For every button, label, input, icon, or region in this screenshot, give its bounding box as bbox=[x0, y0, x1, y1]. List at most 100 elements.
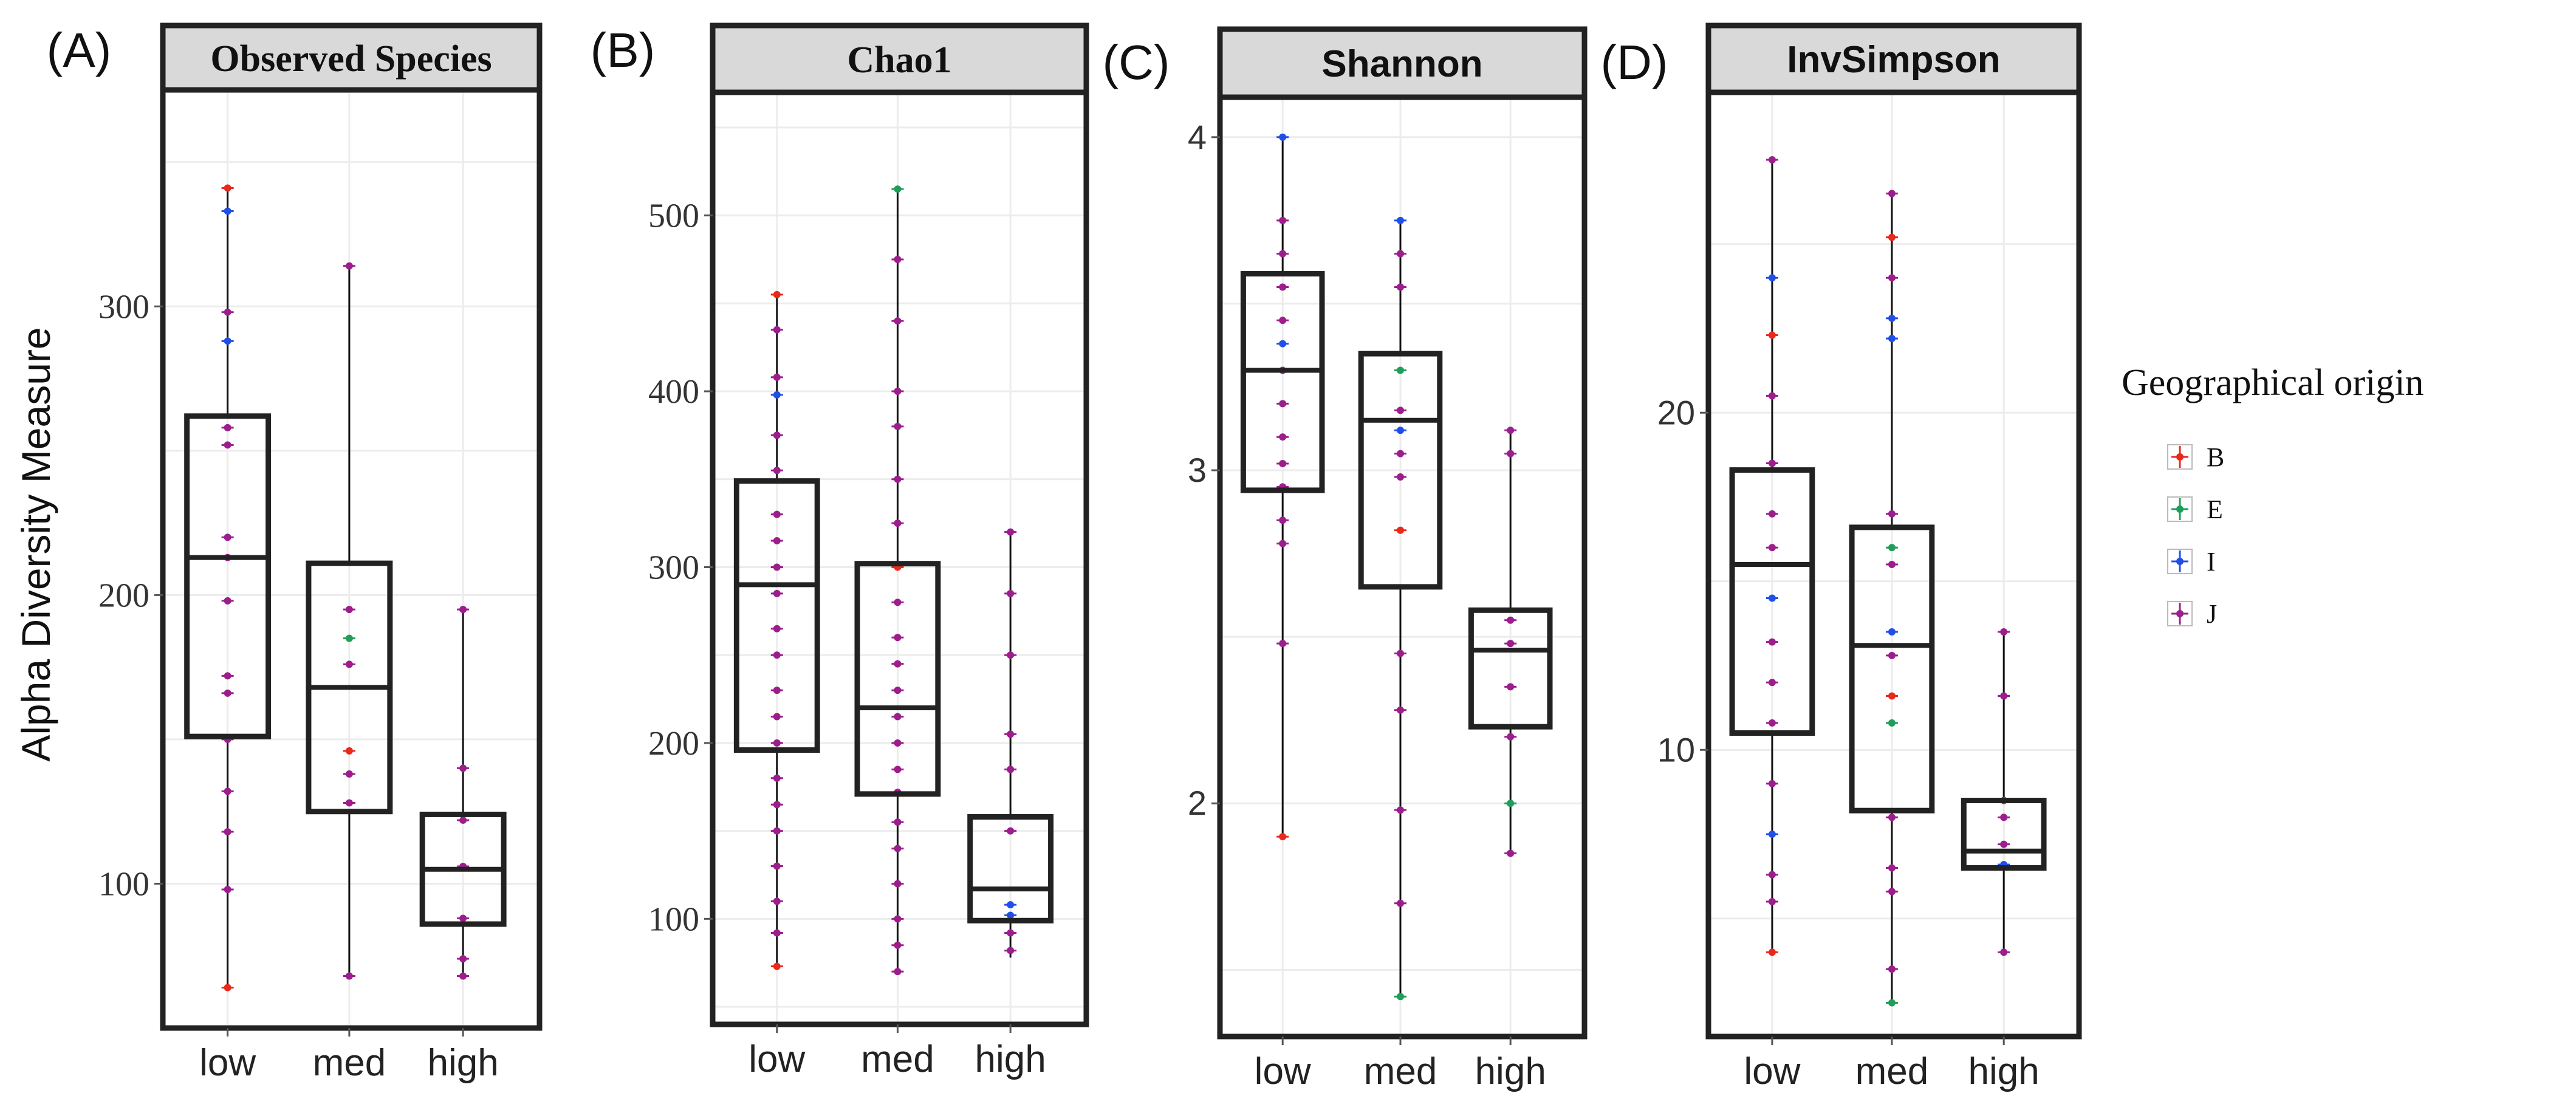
data-point-J bbox=[1279, 283, 1287, 291]
x-tick-label: low bbox=[748, 1038, 805, 1080]
data-point-J bbox=[1397, 406, 1404, 414]
data-point-J bbox=[773, 713, 781, 721]
data-point-J bbox=[1279, 250, 1287, 258]
data-point-J bbox=[2000, 814, 2008, 821]
data-point-J bbox=[1397, 250, 1404, 258]
data-point-J bbox=[345, 262, 353, 270]
x-tick-label: high bbox=[975, 1038, 1046, 1080]
data-point-J bbox=[224, 308, 231, 316]
data-point-J bbox=[459, 816, 467, 824]
data-point-J bbox=[1279, 317, 1287, 324]
data-point-I bbox=[773, 391, 781, 399]
data-point-J bbox=[773, 589, 781, 597]
box-low bbox=[733, 478, 820, 753]
legend-label: I bbox=[2207, 547, 2216, 577]
data-point-J bbox=[1007, 929, 1015, 937]
data-point-I bbox=[1007, 911, 1015, 919]
data-point-J bbox=[773, 510, 781, 518]
data-point-J bbox=[1397, 649, 1404, 657]
data-point-J bbox=[773, 431, 781, 439]
data-point-J bbox=[1768, 871, 1776, 879]
box-low bbox=[1240, 271, 1325, 493]
data-point-I bbox=[1279, 133, 1287, 141]
data-point-J bbox=[773, 467, 781, 475]
data-point-J bbox=[2000, 628, 2008, 636]
box-low bbox=[1729, 467, 1815, 736]
data-point-I bbox=[224, 207, 231, 215]
data-point-J bbox=[1279, 460, 1287, 468]
legend-label: E bbox=[2207, 495, 2223, 524]
panel-label: (D) bbox=[1600, 35, 1668, 89]
data-point-J bbox=[773, 537, 781, 545]
y-tick-label: 300 bbox=[98, 288, 149, 326]
data-point-J bbox=[773, 801, 781, 809]
data-point-J bbox=[1279, 216, 1287, 224]
data-point-J bbox=[224, 597, 231, 605]
data-point-J bbox=[1007, 589, 1015, 597]
box-med bbox=[854, 561, 941, 797]
data-point-J bbox=[1279, 516, 1287, 524]
data-point-I bbox=[1768, 274, 1776, 282]
data-point-J bbox=[1279, 540, 1287, 547]
y-tick-label: 200 bbox=[98, 577, 149, 614]
data-point-J bbox=[345, 770, 353, 778]
data-point-J bbox=[773, 373, 781, 381]
data-point-J bbox=[224, 533, 231, 541]
data-point-I bbox=[1888, 335, 1896, 343]
data-point-J bbox=[224, 828, 231, 835]
data-point-J bbox=[224, 672, 231, 680]
data-point-J bbox=[894, 713, 902, 721]
data-point-J bbox=[2000, 948, 2008, 956]
panel-border bbox=[1217, 94, 1588, 1040]
data-point-I bbox=[1397, 216, 1404, 224]
data-point-J bbox=[894, 766, 902, 773]
data-point-E bbox=[1888, 544, 1896, 552]
data-point-B bbox=[1888, 692, 1896, 700]
y-tick-label: 200 bbox=[648, 725, 699, 763]
data-point-J bbox=[1397, 450, 1404, 458]
y-tick-label: 10 bbox=[1657, 730, 1695, 769]
y-tick-label: 300 bbox=[648, 549, 699, 586]
data-point-J bbox=[1007, 947, 1015, 954]
panel-border bbox=[710, 89, 1089, 1027]
facet-title: Chao1 bbox=[847, 39, 951, 81]
legend-label: B bbox=[2207, 442, 2224, 472]
data-point-J bbox=[1888, 190, 1896, 197]
data-point-J bbox=[894, 598, 902, 606]
data-point-J bbox=[894, 634, 902, 642]
data-point-J bbox=[773, 929, 781, 937]
panel-observed-species: (A) Observed Species 100 200 300 low med high bbox=[47, 22, 543, 1084]
data-point-J bbox=[1888, 510, 1896, 518]
legend-item-E: E bbox=[2167, 495, 2223, 524]
data-point-J bbox=[773, 862, 781, 870]
legend-item-I: I bbox=[2167, 547, 2216, 577]
x-tick-label: med bbox=[861, 1038, 934, 1080]
data-point-J bbox=[1397, 283, 1404, 291]
legend-item-B: B bbox=[2167, 442, 2224, 472]
data-point-J bbox=[894, 519, 902, 527]
data-point-J bbox=[459, 954, 467, 962]
data-point-J bbox=[1507, 733, 1515, 741]
data-point-J bbox=[1507, 640, 1515, 648]
data-point-J bbox=[1007, 827, 1015, 835]
data-point-B bbox=[1768, 948, 1776, 956]
data-point-B bbox=[773, 962, 781, 970]
y-tick-label: 3 bbox=[1188, 451, 1207, 489]
data-point-J bbox=[894, 845, 902, 852]
panel-border bbox=[160, 87, 543, 1031]
legend-key-point bbox=[2176, 558, 2184, 565]
data-point-J bbox=[1888, 651, 1896, 659]
data-point-B bbox=[224, 184, 231, 192]
data-point-J bbox=[894, 818, 902, 826]
data-point-J bbox=[773, 687, 781, 694]
data-point-I bbox=[1768, 594, 1776, 602]
panel-shannon: (C) Shannon 2 3 4 low med high bbox=[1102, 26, 1588, 1092]
data-point-J bbox=[1768, 719, 1776, 727]
x-tick-label: low bbox=[1255, 1050, 1311, 1092]
panel-border bbox=[1705, 89, 2082, 1040]
data-point-J bbox=[773, 651, 781, 659]
data-point-J bbox=[1768, 156, 1776, 163]
data-point-E bbox=[1888, 719, 1896, 727]
data-point-J bbox=[773, 897, 781, 905]
